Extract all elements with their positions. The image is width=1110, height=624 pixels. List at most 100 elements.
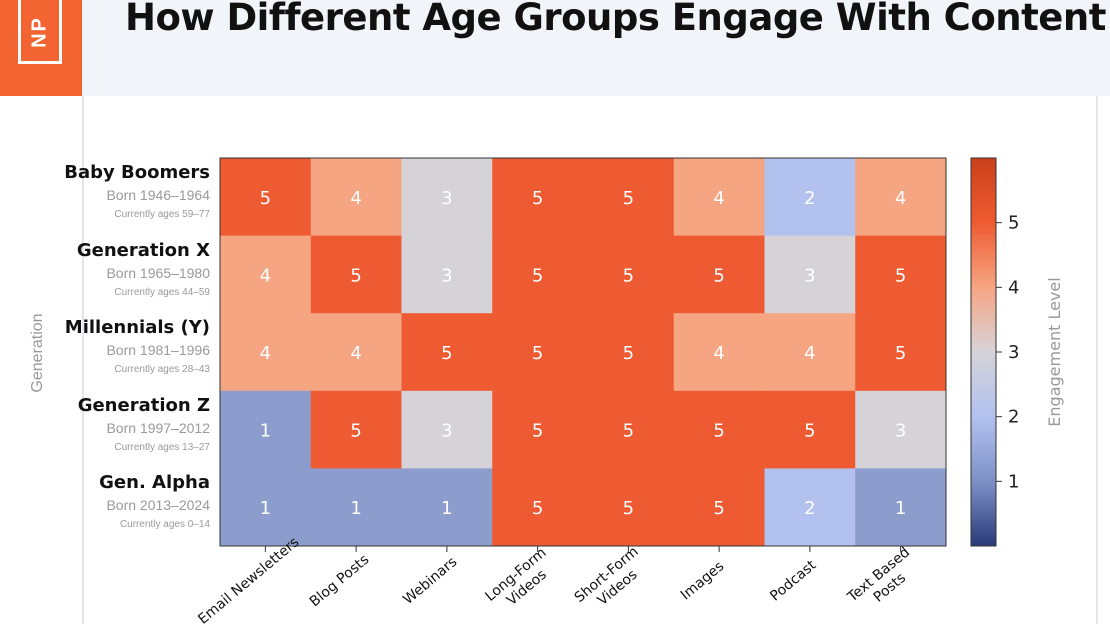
content-border-left [82,96,84,624]
cell-value-label: 5 [532,343,543,364]
heatmap-cell [401,158,493,237]
heatmap-cell [401,468,493,547]
cell-value-label: 1 [260,498,271,519]
heatmap-cell [492,235,584,314]
cell-value-label: 2 [804,498,815,519]
generation-name: Millennials (Y) [64,317,210,339]
cell-value-label: 5 [895,343,906,364]
generation-label: Baby Boomers Born 1946–1964 Currently ages… [0,162,210,224]
colorbar [970,157,997,547]
chart-title: How Different Age Groups Engage With Con… [125,0,1106,39]
cell-value-label: 5 [441,343,452,364]
heatmap-cell [401,235,493,314]
cell-value-label: 5 [532,421,543,442]
heatmap-cell [855,158,947,237]
generation-born-years: Born 1965–1980 [106,264,210,281]
colorbar-tick-label: 4 [1008,277,1019,298]
x-tick-label: Email Newsletters [195,534,302,624]
heatmap-cell [673,235,765,314]
colorbar-title: Engagement Level [1045,277,1064,426]
generation-current-ages: Currently ages 59–77 [114,209,210,220]
cell-value-label: 4 [350,343,361,364]
x-tick-label: Podcast [767,557,819,605]
generation-born-years: Born 1997–2012 [106,419,210,436]
heatmap-cell [764,468,856,547]
generation-label: Generation Z Born 1997–2012 Currently ages… [0,395,210,457]
cell-value-label: 5 [713,265,724,286]
cell-value-label: 5 [623,265,634,286]
x-tick-label: Images [678,558,727,603]
heatmap-cell [220,468,312,547]
heatmap-cell [673,390,765,469]
x-tick-label: Webinars [400,554,460,608]
cell-value-label: 5 [623,421,634,442]
heatmap-cell [673,313,765,392]
cell-value-label: 5 [532,498,543,519]
cell-value-label: 5 [623,498,634,519]
heatmap-cell [220,390,312,469]
heatmap-cell [764,158,856,237]
cell-value-label: 4 [804,343,815,364]
cell-value-label: 5 [713,498,724,519]
cell-value-label: 1 [441,498,452,519]
cell-value-label: 4 [713,343,724,364]
cell-value-label: 5 [532,188,543,209]
heatmap-cell [583,235,675,314]
colorbar-tick-label: 1 [1008,471,1019,492]
cell-value-label: 4 [895,188,906,209]
generation-current-ages: Currently ages 44–59 [114,286,210,298]
generation-name: Baby Boomers [64,162,210,183]
cell-value-label: 4 [260,343,271,364]
x-tick-label: Short-FormVideos [572,544,653,619]
heatmap-cell [583,468,675,547]
cell-value-label: 5 [350,421,361,442]
generation-current-ages: Currently ages 13–27 [114,441,210,453]
generation-current-ages: Currently ages 0–14 [119,519,210,531]
heatmap-cell [583,158,675,237]
cell-value-label: 5 [895,265,906,286]
x-tick-label: Text BasedPosts [844,544,924,619]
cell-value-label: 3 [441,188,452,209]
generation-name: Generation X [76,239,210,261]
generation-current-ages: Currently ages 28–43 [114,364,210,376]
cell-value-label: 1 [260,421,271,442]
cell-value-label: 4 [260,265,271,286]
x-tick-label: Long-FormVideos [482,545,560,618]
content-border-right [1096,96,1098,624]
colorbar-tick-label: 5 [1008,213,1019,234]
cell-value-label: 4 [713,188,724,209]
heatmap-cell [310,468,402,547]
heatmap-cell [855,390,947,469]
generation-name: Generation Z [77,394,210,416]
heatmap-cell [310,390,402,469]
heatmap-cell [401,390,493,469]
heatmap-cell [673,158,765,237]
colorbar-tick-label: 3 [1008,342,1019,363]
colorbar-tick-label: 2 [1008,407,1019,428]
generation-born-years: Born 2013–2024 [106,497,210,514]
generation-name: Gen. Alpha [99,472,210,494]
heatmap-cell [583,390,675,469]
cell-value-label: 1 [350,498,361,519]
cell-value-label: 1 [895,498,906,519]
heatmap-cell [220,235,312,314]
heatmap-cell [310,158,402,237]
plot-border [219,157,947,547]
cell-value-label: 5 [623,188,634,209]
generation-label: Millennials (Y) Born 1981–1996 Currently a… [0,317,210,379]
cell-value-label: 5 [350,265,361,286]
cell-value-label: 5 [804,421,815,442]
heatmap-cell [220,313,312,392]
heatmap-cell [310,313,402,392]
heatmap-cell [492,313,584,392]
cell-value-label: 5 [713,421,724,442]
cell-value-label: 3 [441,421,452,442]
generation-label: Generation X Born 1965–1980 Currently ages… [0,240,210,302]
x-tick-label: Blog Posts [307,552,372,611]
cell-value-label: 4 [350,188,361,209]
heatmap-cell [855,235,947,314]
heatmap-cell [855,468,947,547]
heatmap-cell [855,313,947,392]
heatmap-cell [764,313,856,392]
